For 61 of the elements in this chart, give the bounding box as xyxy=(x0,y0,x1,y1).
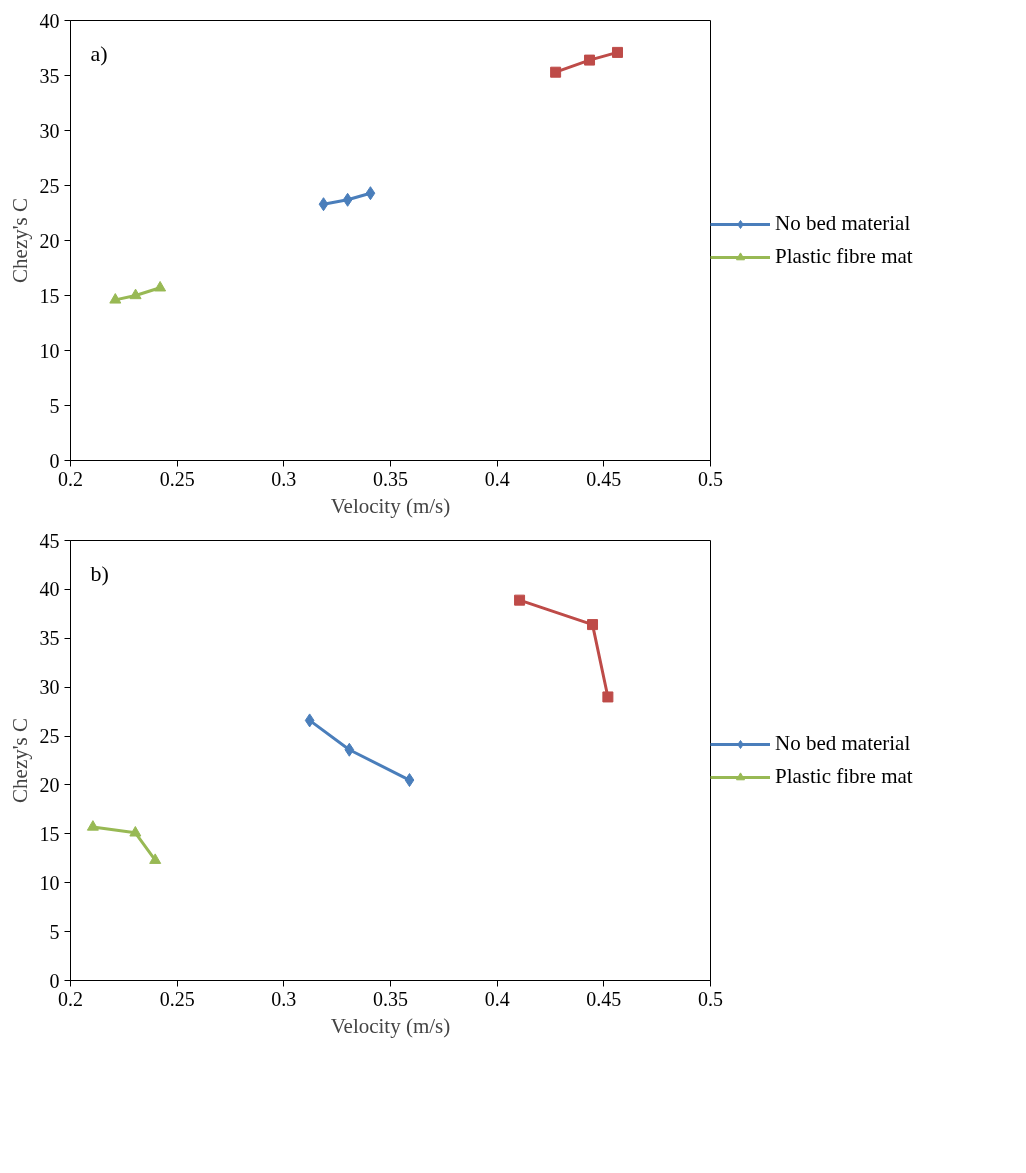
point xyxy=(154,280,167,292)
point xyxy=(342,192,353,207)
y-tick-label: 5 xyxy=(49,920,60,943)
x-tick-label: 0.25 xyxy=(159,467,195,490)
y-tick-label: 40 xyxy=(39,578,60,601)
point xyxy=(602,691,614,703)
point xyxy=(86,820,99,831)
x-tick-label: 0.45 xyxy=(586,987,622,1010)
x-tick-label: 0.35 xyxy=(373,987,408,1010)
x-tick-label: 0.2 xyxy=(58,467,83,490)
y-tick-label: 15 xyxy=(39,822,60,845)
y-axis-title: Chezy's C xyxy=(7,718,32,803)
point xyxy=(129,288,142,300)
x-tick-label: 0.45 xyxy=(586,467,622,490)
point xyxy=(611,46,623,58)
x-tick-label: 0.5 xyxy=(698,987,723,1010)
x-tick-label: 0.4 xyxy=(484,467,510,490)
legend-label: Plastic fibre mat xyxy=(775,244,913,269)
y-tick-label: 5 xyxy=(49,394,60,417)
x-tick-label: 0.25 xyxy=(159,987,195,1010)
point xyxy=(149,853,162,864)
legend-label: Plastic fibre mat xyxy=(775,764,913,789)
point xyxy=(344,742,355,757)
y-tick-label: 0 xyxy=(49,449,60,472)
annotation: b) xyxy=(90,560,109,586)
y-tick-label: 30 xyxy=(39,119,60,142)
point xyxy=(109,293,122,304)
y-tick-label: 0 xyxy=(49,969,60,992)
point xyxy=(318,197,329,212)
y-axis-title: Chezy's C xyxy=(7,198,32,283)
point xyxy=(129,826,142,837)
y-tick-label: 35 xyxy=(39,627,60,650)
point xyxy=(587,619,599,631)
y-tick-label: 15 xyxy=(39,284,60,307)
x-tick-label: 0.3 xyxy=(271,987,297,1010)
y-tick-label: 20 xyxy=(39,229,60,252)
y-tick-label: 20 xyxy=(39,773,60,796)
x-tick-label: 0.3 xyxy=(271,467,297,490)
point xyxy=(514,594,526,606)
annotation: a) xyxy=(90,40,108,66)
x-tick-label: 0.35 xyxy=(373,467,408,490)
y-tick-label: 10 xyxy=(39,339,60,362)
x-tick-label: 0.4 xyxy=(484,987,510,1010)
point xyxy=(404,773,415,788)
y-tick-label: 25 xyxy=(39,725,60,748)
x-tick-label: 0.5 xyxy=(698,467,723,490)
point xyxy=(304,713,315,728)
legend-label: No bed material xyxy=(775,211,911,236)
point xyxy=(550,66,562,78)
x-axis-title: Velocity (m/s) xyxy=(330,493,451,518)
y-tick-label: 25 xyxy=(39,174,60,197)
x-tick-label: 0.2 xyxy=(58,987,83,1010)
x-axis-title: Velocity (m/s) xyxy=(330,1013,451,1038)
legend-label: No bed material xyxy=(775,731,911,756)
y-tick-label: 10 xyxy=(39,871,60,894)
y-tick-label: 35 xyxy=(39,64,60,87)
y-tick-label: 30 xyxy=(39,676,60,699)
y-tick-label: 40 xyxy=(39,9,60,32)
point xyxy=(584,54,596,66)
y-tick-label: 45 xyxy=(39,529,60,552)
point xyxy=(365,186,376,201)
